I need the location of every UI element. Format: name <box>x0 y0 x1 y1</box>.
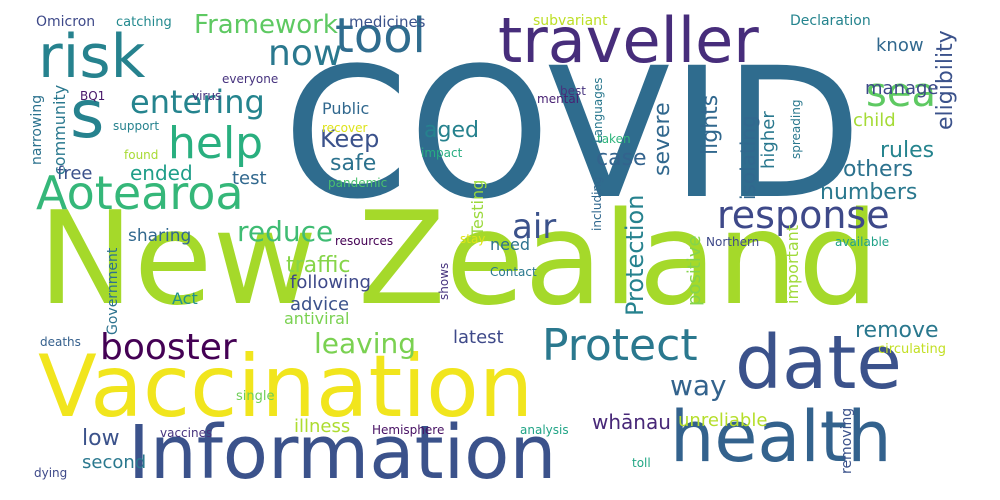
cloud-word-toll: toll <box>632 456 651 470</box>
cloud-word-deaths: deaths <box>40 335 81 349</box>
cloud-word-higher: higher <box>758 111 779 169</box>
cloud-word-shows: shows <box>437 262 451 300</box>
cloud-word-recover: recover <box>322 121 368 135</box>
cloud-word-positive: positive <box>684 235 705 306</box>
cloud-word-keep: Keep <box>320 125 380 153</box>
cloud-word-isolating: isolating <box>736 115 760 200</box>
cloud-word-pandemic: pandemic <box>328 176 388 190</box>
cloud-word-sea: sea <box>866 70 936 116</box>
cloud-word-spreading: spreading <box>789 99 803 159</box>
cloud-word-child: child <box>853 110 896 131</box>
cloud-word-risk: risk <box>38 22 146 92</box>
cloud-word-narrowing: narrowing <box>29 94 45 165</box>
cloud-word-support: support <box>113 119 160 133</box>
cloud-word-following: following <box>290 272 371 293</box>
cloud-word-traveller: traveller <box>498 4 759 77</box>
cloud-word-medicines: medicines <box>349 13 426 31</box>
cloud-word-remove: remove <box>855 318 939 343</box>
cloud-word-framework: Framework <box>194 10 338 40</box>
cloud-word-free: free <box>57 163 93 184</box>
cloud-word-whānau: whānau <box>592 410 671 434</box>
cloud-word-leaving: leaving <box>314 327 417 360</box>
cloud-word-response: response <box>717 193 890 237</box>
cloud-word-removing: removing <box>839 407 855 474</box>
cloud-word-circulating: circulating <box>878 342 946 357</box>
cloud-word-latest: latest <box>453 327 504 348</box>
cloud-word-resources: resources <box>335 234 394 248</box>
cloud-word-advice: advice <box>290 294 350 315</box>
cloud-word-important: important <box>783 224 802 304</box>
cloud-word-impact: impact <box>421 146 463 160</box>
cloud-word-ended: ended <box>130 161 193 185</box>
cloud-word-help: help <box>168 118 264 169</box>
cloud-word-antiviral: antiviral <box>284 309 350 328</box>
cloud-word-contact: Contact <box>490 265 537 279</box>
cloud-word-severe: severe <box>650 102 675 176</box>
cloud-word-public: Public <box>322 99 370 118</box>
cloud-word-omicron: Omicron <box>36 14 96 30</box>
cloud-word-bq1: BQ1 <box>80 89 106 103</box>
cloud-word-subvariant: subvariant <box>533 13 608 29</box>
cloud-word-act: Act <box>172 289 198 308</box>
cloud-word-safe: safe <box>330 151 377 176</box>
cloud-word-dying: dying <box>34 466 68 480</box>
cloud-word-mental: mental <box>537 92 580 106</box>
cloud-word-illness: illness <box>294 416 351 437</box>
cloud-word-single: single <box>236 389 275 404</box>
cloud-word-test: test <box>232 168 267 189</box>
cloud-word-northern: Northern <box>706 235 760 249</box>
cloud-word-manage: manage <box>865 78 939 99</box>
cloud-word-catching: catching <box>116 15 172 30</box>
cloud-word-information: Information <box>128 410 557 496</box>
cloud-word-others: others <box>843 157 914 182</box>
cloud-word-available: available <box>835 235 890 249</box>
cloud-word-date: date <box>735 320 902 406</box>
cloud-word-now: now <box>268 33 343 74</box>
cloud-word-protection: Protection <box>621 194 649 316</box>
cloud-word-vaccines: vaccines <box>160 426 213 440</box>
cloud-word-lights: lights <box>698 94 723 155</box>
cloud-word-vaccination: Vaccination <box>38 337 534 437</box>
cloud-word-virus: virus <box>192 89 222 103</box>
cloud-word-analysis: analysis <box>520 423 569 437</box>
cloud-word-aotearoa: Aotearoa <box>36 166 244 220</box>
cloud-word-way: way <box>670 369 727 402</box>
cloud-word-declaration: Declaration <box>790 13 871 29</box>
cloud-word-tool: tool <box>335 8 426 64</box>
cloud-word-sharing: sharing <box>128 226 192 246</box>
cloud-word-aged: aged <box>424 118 479 143</box>
cloud-word-government: Government <box>105 247 121 335</box>
cloud-word-health: health <box>670 396 892 478</box>
cloud-word-best: best <box>560 84 586 98</box>
cloud-word-case: case <box>596 146 647 171</box>
cloud-word-booster: booster <box>100 327 237 368</box>
cloud-word-air: air <box>512 207 557 247</box>
cloud-word-stay: stay <box>460 232 486 246</box>
cloud-word-everyone: everyone <box>222 72 279 86</box>
cloud-word-rules: rules <box>880 138 935 163</box>
cloud-word-reduce: reduce <box>237 215 334 248</box>
cloud-word-testing: Testing <box>468 179 487 236</box>
cloud-word-need: need <box>490 235 530 254</box>
cloud-word-know: know <box>876 35 924 56</box>
cloud-word-found: found <box>124 148 159 162</box>
cloud-word-eligibility: eligibility <box>933 30 958 130</box>
cloud-word-second: second <box>82 452 147 473</box>
cloud-word-unreliable: unreliable <box>678 410 768 431</box>
cloud-word-taken: taken <box>597 132 631 146</box>
cloud-word-traffic: traffic <box>286 253 351 278</box>
cloud-word-new-zealand: New Zealand <box>38 185 880 334</box>
cloud-word-hemisphere: Hemisphere <box>372 423 445 437</box>
cloud-word-community: community <box>50 84 69 175</box>
cloud-word-s: s <box>70 76 105 153</box>
cloud-word-numbers: numbers <box>820 180 918 205</box>
cloud-word-covid: COVID <box>283 30 863 239</box>
cloud-word-languages: Languages <box>591 77 605 143</box>
cloud-word-including: including <box>590 176 604 231</box>
cloud-word-low: low <box>82 426 120 451</box>
cloud-word-entering: entering <box>130 83 265 121</box>
cloud-word-protect: Protect <box>542 320 698 371</box>
